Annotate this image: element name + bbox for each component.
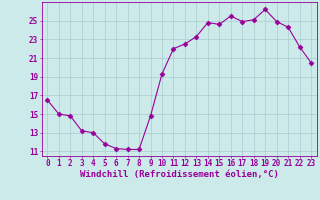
X-axis label: Windchill (Refroidissement éolien,°C): Windchill (Refroidissement éolien,°C)	[80, 170, 279, 179]
